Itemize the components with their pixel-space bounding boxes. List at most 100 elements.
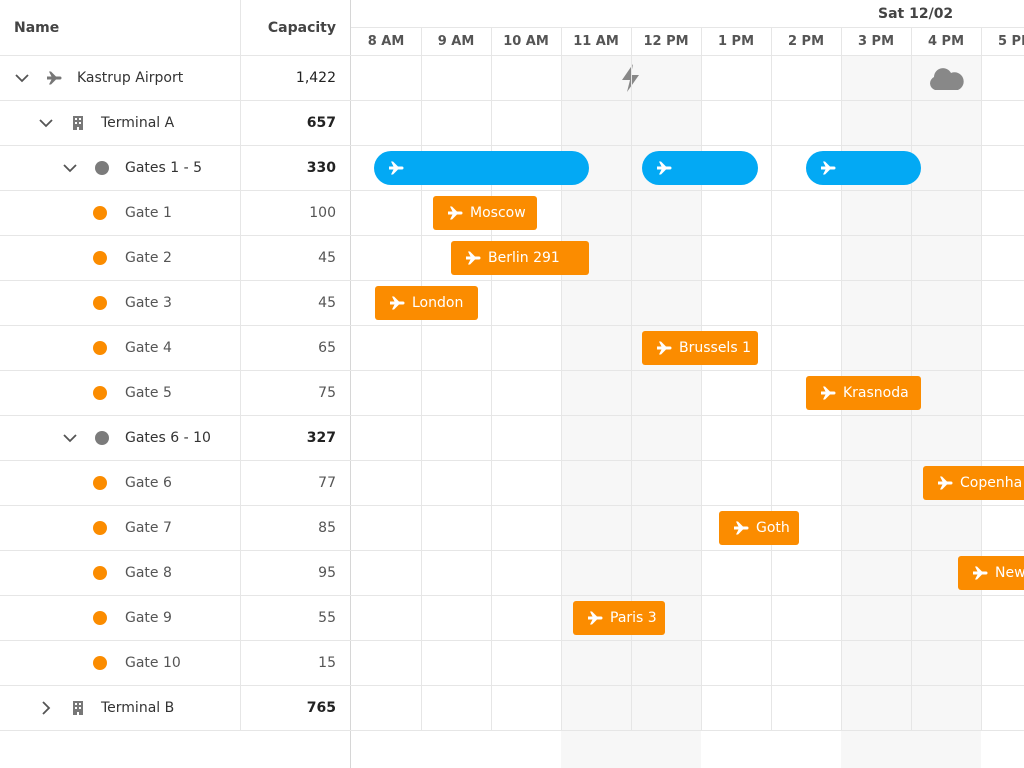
hour-line xyxy=(421,28,422,730)
row-icon xyxy=(92,655,108,671)
row-line xyxy=(0,505,1024,506)
hour-line xyxy=(491,28,492,730)
row-icon xyxy=(92,385,108,401)
hour-label: 2 PM xyxy=(787,34,825,49)
expander[interactable] xyxy=(38,115,54,131)
hour-label: 8 AM xyxy=(367,34,405,49)
row-line xyxy=(0,640,1024,641)
row-name: Gate 8 xyxy=(125,565,172,581)
row-capacity: 15 xyxy=(318,655,336,671)
row-line xyxy=(0,415,1024,416)
event[interactable]: Goth xyxy=(719,511,799,545)
row-line xyxy=(0,235,1024,236)
expander[interactable] xyxy=(62,160,78,176)
event-label: Paris 3 xyxy=(610,610,657,626)
row-icon xyxy=(92,610,108,626)
row-icon xyxy=(92,205,108,221)
event[interactable]: Paris 3 xyxy=(573,601,665,635)
row-name: Gate 10 xyxy=(125,655,181,671)
row-capacity: 75 xyxy=(318,385,336,401)
row-capacity: 95 xyxy=(318,565,336,581)
hour-label: 3 PM xyxy=(857,34,895,49)
row-line xyxy=(0,730,1024,731)
col-header[interactable]: Capacity xyxy=(267,20,336,36)
lightning-icon xyxy=(622,64,639,92)
hour-line xyxy=(701,28,702,730)
row-line xyxy=(0,325,1024,326)
row-name: Gate 7 xyxy=(125,520,172,536)
row-line xyxy=(0,190,1024,191)
row-icon xyxy=(70,700,86,716)
row-line xyxy=(0,460,1024,461)
row-capacity: 657 xyxy=(306,115,336,131)
row-line xyxy=(0,550,1024,551)
summary-bar[interactable] xyxy=(374,151,589,185)
hour-label: 5 PM xyxy=(997,34,1024,49)
row-capacity: 85 xyxy=(318,520,336,536)
event[interactable]: Berlin 291 xyxy=(451,241,589,275)
row-name: Gates 6 - 10 xyxy=(125,430,211,446)
row-icon xyxy=(46,70,62,86)
row-icon xyxy=(92,475,108,491)
hour-line xyxy=(561,28,562,730)
expander[interactable] xyxy=(14,70,30,86)
header-line xyxy=(0,55,1024,56)
row-icon xyxy=(94,160,110,176)
event[interactable]: Copenha xyxy=(923,466,1024,500)
col-header[interactable]: Name xyxy=(14,20,60,36)
event[interactable]: Moscow xyxy=(433,196,537,230)
summary-bar[interactable] xyxy=(642,151,758,185)
hour-label: 11 AM xyxy=(573,34,619,49)
row-name: Gates 1 - 5 xyxy=(125,160,203,176)
row-name: Gate 2 xyxy=(125,250,172,266)
row-line xyxy=(0,280,1024,281)
row-capacity: 55 xyxy=(318,610,336,626)
row-line xyxy=(0,145,1024,146)
row-capacity: 77 xyxy=(318,475,336,491)
event-label: Copenha xyxy=(960,475,1023,491)
row-name: Terminal B xyxy=(101,700,175,716)
expander[interactable] xyxy=(62,430,78,446)
row-name: Gate 5 xyxy=(125,385,172,401)
hour-label: 10 AM xyxy=(503,34,549,49)
hour-label: 4 PM xyxy=(927,34,965,49)
hour-line xyxy=(771,28,772,730)
row-name: Gate 9 xyxy=(125,610,172,626)
header-line xyxy=(351,27,1024,28)
row-name: Gate 6 xyxy=(125,475,172,491)
row-capacity: 65 xyxy=(318,340,336,356)
summary-bar[interactable] xyxy=(806,151,921,185)
hour-line xyxy=(631,28,632,730)
event[interactable]: New xyxy=(958,556,1024,590)
row-line xyxy=(0,100,1024,101)
event[interactable]: Brussels 1 xyxy=(642,331,758,365)
event-label: Moscow xyxy=(470,205,526,221)
row-name: Gate 1 xyxy=(125,205,172,221)
splitter xyxy=(350,0,351,768)
row-icon xyxy=(92,520,108,536)
event-label: Berlin 291 xyxy=(488,250,560,266)
row-line xyxy=(0,370,1024,371)
hour-label: 1 PM xyxy=(717,34,755,49)
col-border xyxy=(240,0,241,730)
row-capacity: 45 xyxy=(318,250,336,266)
expander[interactable] xyxy=(38,700,54,716)
row-capacity: 45 xyxy=(318,295,336,311)
hour-label: 9 AM xyxy=(437,34,475,49)
row-icon xyxy=(92,250,108,266)
row-icon xyxy=(94,430,110,446)
row-capacity: 330 xyxy=(306,160,336,176)
row-icon xyxy=(92,565,108,581)
row-icon xyxy=(92,295,108,311)
row-capacity: 765 xyxy=(306,700,336,716)
event-label: London xyxy=(412,295,464,311)
row-capacity: 327 xyxy=(306,430,336,446)
event[interactable]: Krasnoda xyxy=(806,376,921,410)
event-label: Goth xyxy=(756,520,790,536)
event[interactable]: London xyxy=(375,286,478,320)
row-name: Kastrup Airport xyxy=(77,70,184,86)
row-name: Gate 4 xyxy=(125,340,172,356)
hour-line xyxy=(981,28,982,730)
row-name: Terminal A xyxy=(101,115,175,131)
